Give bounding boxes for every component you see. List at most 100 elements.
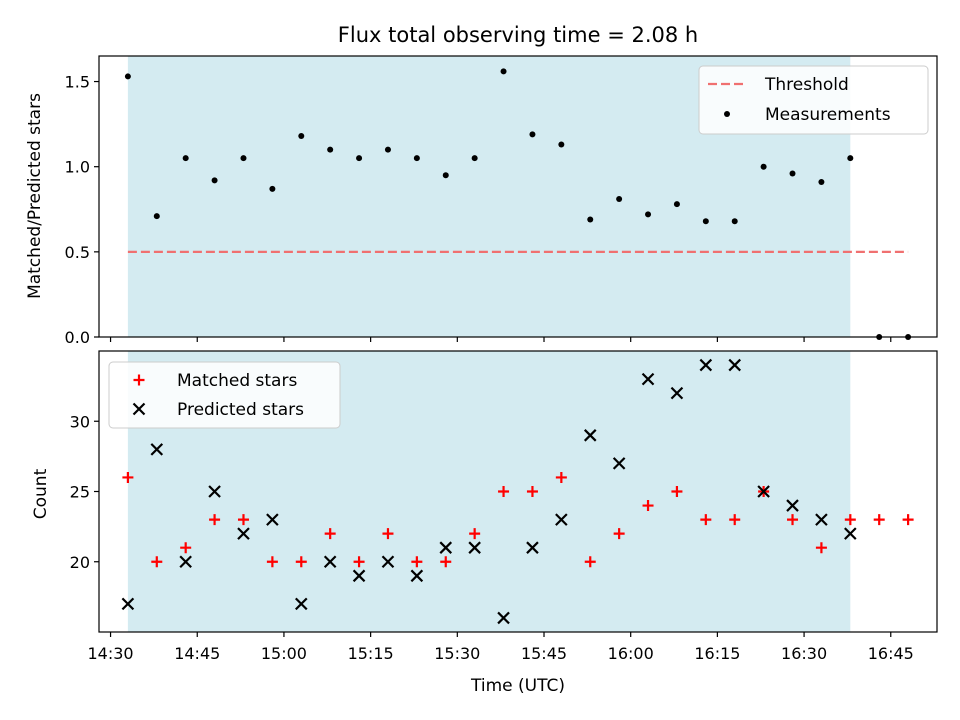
predicted-stars-point bbox=[266, 513, 279, 526]
predicted-stars-point bbox=[439, 541, 453, 554]
predicted-stars-point bbox=[410, 569, 424, 583]
measurement-point bbox=[153, 213, 160, 220]
matched-stars-point bbox=[382, 528, 394, 540]
legend-matched-swatch bbox=[133, 374, 145, 386]
x-tick-label: 14:45 bbox=[174, 644, 220, 663]
matched-stars-point bbox=[815, 542, 827, 554]
bottom-y-tick-label: 25 bbox=[70, 483, 90, 502]
measurement-point bbox=[587, 216, 594, 223]
x-tick-label: 16:00 bbox=[608, 644, 654, 663]
matched-stars-point bbox=[844, 514, 856, 526]
bottom-y-tick-label: 20 bbox=[70, 553, 90, 572]
measurement-point bbox=[413, 155, 420, 162]
measurement-point bbox=[529, 131, 536, 138]
matched-stars-point bbox=[266, 556, 278, 568]
top-plot-frame bbox=[98, 55, 938, 338]
top-y-tick-label: 1.0 bbox=[65, 158, 90, 177]
matched-stars-point bbox=[411, 556, 423, 568]
measurement-point bbox=[645, 211, 652, 218]
x-tick-label: 15:15 bbox=[348, 644, 394, 663]
measurement-point bbox=[731, 218, 738, 225]
measurement-point bbox=[384, 146, 391, 153]
predicted-stars-point bbox=[728, 358, 742, 372]
predicted-stars-point bbox=[179, 555, 192, 569]
bottom-y-tick-label: 30 bbox=[70, 412, 90, 431]
predicted-stars-point bbox=[208, 485, 221, 498]
measurement-point bbox=[558, 141, 565, 148]
predicted-stars-point bbox=[786, 499, 799, 512]
matched-stars-point bbox=[353, 556, 365, 568]
matched-stars-point bbox=[324, 528, 336, 540]
measurement-point bbox=[673, 201, 680, 208]
predicted-stars-point bbox=[844, 527, 857, 540]
measurement-point bbox=[298, 133, 305, 140]
matched-stars-point bbox=[469, 528, 481, 540]
measurement-point bbox=[702, 218, 709, 225]
predicted-stars-point bbox=[150, 443, 164, 456]
top-legend: Threshold Measurements bbox=[698, 65, 929, 135]
predicted-stars-point bbox=[612, 457, 626, 470]
matched-stars-point bbox=[671, 486, 683, 497]
legend-threshold-label: Threshold bbox=[764, 75, 849, 95]
measurement-point bbox=[124, 73, 131, 80]
top-y-tick-label: 0.5 bbox=[65, 243, 90, 262]
measurement-point bbox=[789, 170, 796, 177]
measurement-point bbox=[442, 172, 449, 179]
measurement-point bbox=[500, 68, 507, 75]
predicted-stars-point bbox=[121, 597, 135, 611]
measurement-point bbox=[356, 155, 363, 162]
predicted-stars-point bbox=[526, 541, 539, 554]
matched-stars-point bbox=[873, 514, 885, 526]
top-y-axis-label: Matched/Predicted stars bbox=[25, 93, 45, 299]
matched-stars-point bbox=[729, 514, 741, 526]
matched-stars-point bbox=[180, 542, 192, 554]
top-plot: 0.0 0.5 1.0 1.5 Threshold Measurements bbox=[65, 55, 938, 347]
matched-stars-point bbox=[902, 514, 914, 526]
measurement-point bbox=[211, 177, 218, 184]
x-tick-label: 15:00 bbox=[261, 644, 307, 663]
matched-stars-point bbox=[440, 556, 452, 568]
measurement-point bbox=[182, 155, 189, 162]
matched-stars-point bbox=[498, 486, 510, 497]
measurement-point bbox=[760, 163, 767, 170]
matched-stars-point bbox=[237, 514, 249, 526]
matched-stars-point bbox=[584, 556, 596, 568]
x-tick-label: 16:15 bbox=[694, 644, 740, 663]
legend-measurements-label: Measurements bbox=[765, 105, 891, 125]
predicted-stars-point bbox=[294, 597, 308, 611]
measurement-point bbox=[240, 155, 247, 162]
predicted-stars-point bbox=[699, 358, 713, 372]
measurement-point bbox=[818, 179, 825, 186]
matched-stars-point bbox=[295, 556, 307, 568]
x-tick-label: 15:30 bbox=[434, 644, 480, 663]
x-tick-label: 16:45 bbox=[868, 644, 914, 663]
matched-stars-point bbox=[787, 514, 799, 526]
predicted-stars-point bbox=[583, 429, 597, 442]
legend-predicted-label: Predicted stars bbox=[177, 400, 304, 420]
bottom-legend-box bbox=[108, 361, 341, 429]
predicted-stars-point bbox=[670, 386, 684, 400]
measurement-point bbox=[616, 196, 623, 203]
predicted-stars-point bbox=[323, 555, 337, 569]
predicted-stars-point bbox=[468, 541, 481, 554]
predicted-stars-point bbox=[497, 611, 510, 625]
x-tick-label: 15:45 bbox=[521, 644, 567, 663]
x-axis-label: Time (UTC) bbox=[470, 676, 565, 696]
matched-stars-point bbox=[122, 471, 134, 483]
matched-stars-point bbox=[555, 471, 567, 483]
legend-matched-label: Matched stars bbox=[177, 371, 297, 391]
predicted-stars-point bbox=[757, 485, 770, 498]
top-y-tick-label: 0.0 bbox=[65, 328, 90, 347]
predicted-stars-point bbox=[381, 555, 395, 569]
predicted-stars-point bbox=[237, 527, 250, 540]
top-legend-box bbox=[698, 65, 929, 135]
legend-measurements-swatch bbox=[724, 111, 730, 117]
measurement-point bbox=[847, 155, 854, 162]
chart-title: Flux total observing time = 2.08 h bbox=[338, 23, 698, 47]
matched-stars-point bbox=[209, 514, 221, 526]
x-tick-label: 16:30 bbox=[781, 644, 827, 663]
matched-stars-point bbox=[151, 556, 163, 568]
bottom-y-axis-label: Count bbox=[31, 468, 51, 519]
predicted-stars-point bbox=[555, 513, 568, 526]
matched-stars-point bbox=[700, 514, 712, 526]
